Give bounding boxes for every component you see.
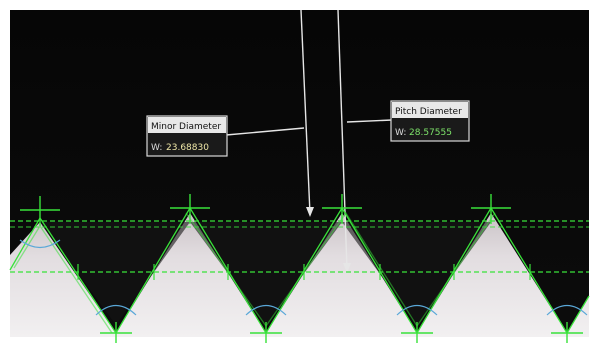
root-markers xyxy=(100,322,583,343)
crosshair-marker-icon xyxy=(401,322,433,343)
pitch-diameter-annotation[interactable]: Pitch Diameter W: 28.57555 xyxy=(390,100,470,142)
crosshair-marker-icon xyxy=(250,322,282,343)
minor-diameter-annotation[interactable]: Minor Diameter W: 23.68830 xyxy=(146,115,228,157)
reference-lines xyxy=(10,220,589,273)
thread-gap-shading xyxy=(40,222,491,325)
pitch-diameter-arrow xyxy=(343,263,351,273)
pitch-diameter-prefix: W: xyxy=(395,128,406,138)
root-arcs xyxy=(19,239,588,316)
minor-diameter-arrow xyxy=(306,207,314,217)
minor-diameter-leader xyxy=(225,127,305,136)
minor-diameter-title: Minor Diameter xyxy=(151,122,221,132)
thread-body xyxy=(10,213,589,337)
pitch-diameter-vertical xyxy=(337,9,348,271)
leader-lines xyxy=(225,9,393,271)
crosshair-marker-icon xyxy=(100,322,132,343)
pitch-diameter-leader xyxy=(346,119,393,123)
pitch-diameter-value: 28.57555 xyxy=(409,128,452,138)
pitch-ticks xyxy=(77,264,531,280)
minor-diameter-value: 23.68830 xyxy=(166,143,209,153)
crosshair-marker-icon xyxy=(471,194,511,224)
minor-diameter-vertical xyxy=(300,9,311,215)
crosshair-marker-icon xyxy=(551,322,583,343)
crosshair-marker-icon xyxy=(322,194,362,224)
crest-markers xyxy=(20,194,511,226)
crosshair-marker-icon xyxy=(20,196,60,226)
crosshair-marker-icon xyxy=(170,194,210,224)
pitch-diameter-title: Pitch Diameter xyxy=(395,107,462,117)
minor-diameter-prefix: W: xyxy=(151,143,162,153)
